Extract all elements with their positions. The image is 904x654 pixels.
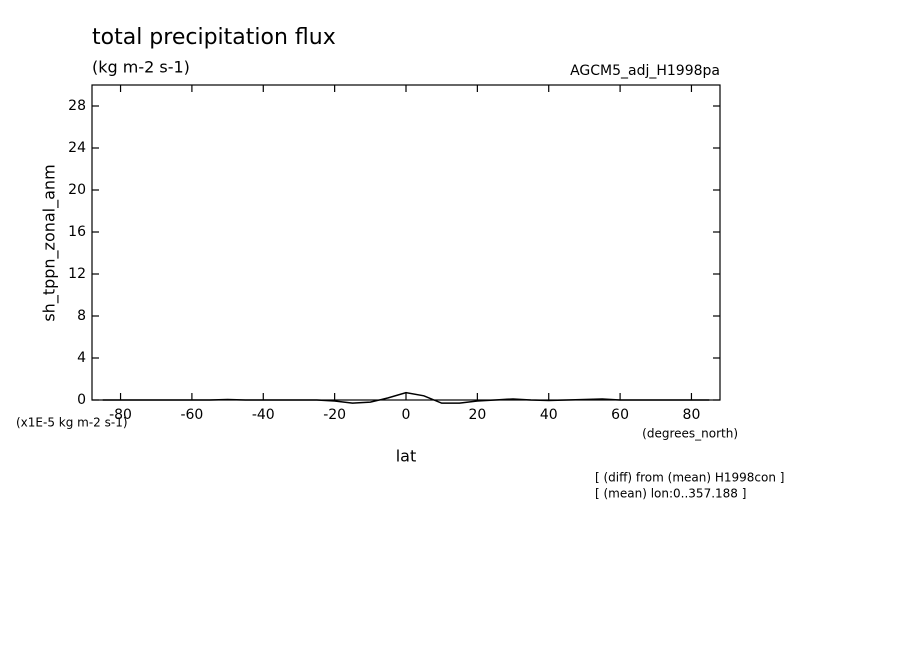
chart-subtitle: (kg m-2 s-1)	[92, 58, 190, 77]
x-tick-label: -20	[323, 407, 346, 423]
x-tick-label: -40	[252, 407, 275, 423]
annotation: [ (mean) lon:0..357.188 ]	[595, 487, 746, 501]
x-tick-label: 40	[540, 407, 558, 423]
y-tick-label: 4	[77, 350, 86, 366]
x-tick-label: -80	[109, 407, 132, 423]
y-axis-label: sh_tppn_zonal_anm	[40, 164, 60, 321]
x-tick-label: 20	[468, 407, 486, 423]
x-tick-label: -60	[180, 407, 203, 423]
data-line	[102, 391, 710, 404]
y-tick-label: 0	[77, 392, 86, 408]
x-tick-label: 0	[402, 407, 411, 423]
x-axis-label: lat	[396, 447, 417, 466]
x-tick-label: 80	[683, 407, 701, 423]
y-tick-label: 12	[68, 266, 86, 282]
x-units: (degrees_north)	[642, 427, 738, 441]
y-tick-label: 20	[68, 182, 86, 198]
y-tick-label: 24	[68, 140, 86, 156]
y-units: (x1E-5 kg m-2 s-1)	[16, 416, 128, 430]
annotation: [ (diff) from (mean) H1998con ]	[595, 471, 784, 485]
chart-title: total precipitation flux	[92, 25, 336, 50]
y-tick-label: 8	[77, 308, 86, 324]
y-tick-label: 16	[68, 224, 86, 240]
x-tick-label: 60	[611, 407, 629, 423]
plot-frame	[91, 84, 721, 401]
y-tick-label: 28	[68, 98, 86, 114]
run-label: AGCM5_adj_H1998pa	[570, 63, 720, 79]
